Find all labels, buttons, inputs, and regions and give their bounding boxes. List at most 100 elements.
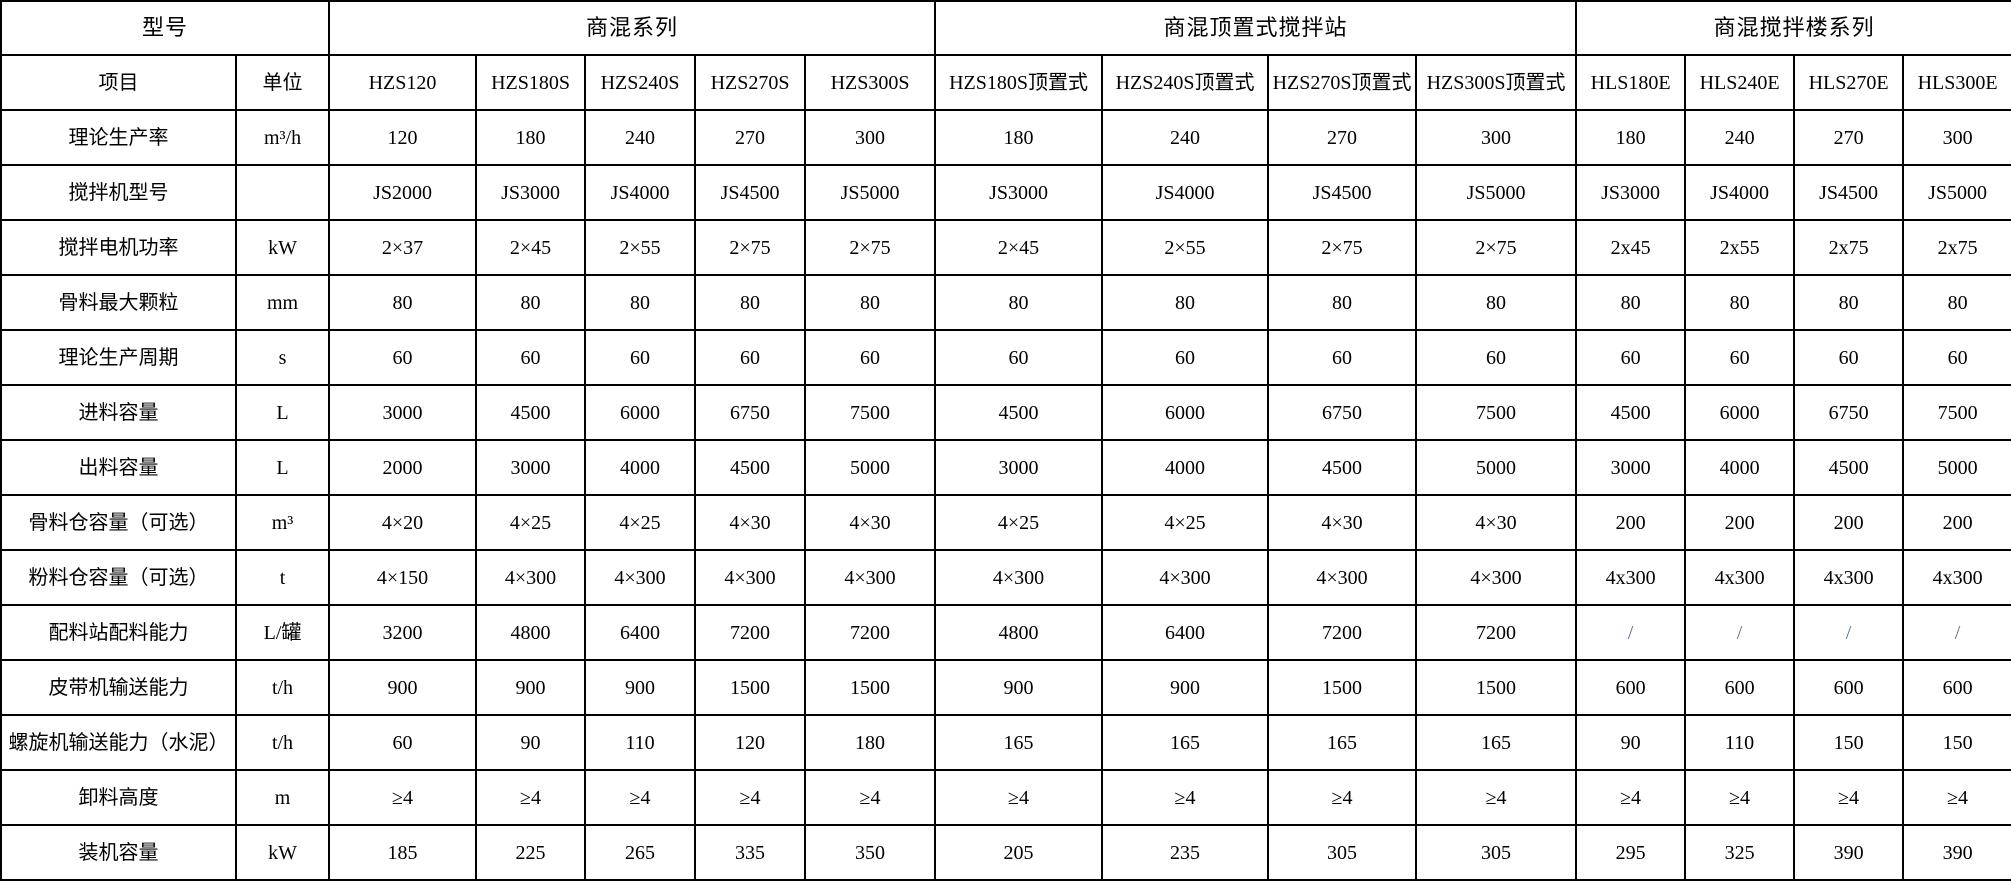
header-row-models: 项目 单位 HZS120 HZS180S HZS240S HZS270S HZS… (0, 54, 2011, 111)
value-cell: 7200 (804, 604, 937, 661)
value-cell: 200 (1793, 494, 1905, 551)
row-unit-label: t (234, 549, 331, 606)
row-item-label: 骨料最大颗粒 (0, 274, 237, 331)
value-cell: ≥4 (1902, 769, 2011, 826)
model-header-hls240e: HLS240E (1684, 54, 1796, 111)
value-cell: 2x45 (1575, 219, 1687, 276)
value-cell: JS5000 (1415, 164, 1578, 221)
value-cell: 4500 (475, 384, 587, 441)
value-cell: 600 (1793, 659, 1905, 716)
value-cell: 110 (1684, 714, 1796, 771)
model-header-hzs180s-top: HZS180S顶置式 (934, 54, 1104, 111)
value-cell: 1500 (804, 659, 937, 716)
value-cell: 4500 (1575, 384, 1687, 441)
value-cell: 4x300 (1575, 549, 1687, 606)
row-unit-label: kW (234, 824, 331, 881)
value-cell: 305 (1267, 824, 1418, 881)
value-cell: 2x75 (1902, 219, 2011, 276)
row-item-label: 皮带机输送能力 (0, 659, 237, 716)
value-cell: 180 (934, 109, 1104, 166)
value-cell: 60 (804, 329, 937, 386)
row-unit-label: L (234, 384, 331, 441)
value-cell: ≥4 (1684, 769, 1796, 826)
row-item-label: 理论生产率 (0, 109, 237, 166)
value-cell: 4×150 (328, 549, 478, 606)
value-cell: 2×45 (934, 219, 1104, 276)
value-cell: 3200 (328, 604, 478, 661)
row-item-label: 配料站配料能力 (0, 604, 237, 661)
value-cell: ≥4 (694, 769, 807, 826)
value-cell: 90 (475, 714, 587, 771)
unit-header-cell: 单位 (234, 54, 331, 111)
row-unit-label: L (234, 439, 331, 496)
item-header-cell: 项目 (0, 54, 237, 111)
value-cell: ≥4 (475, 769, 587, 826)
model-header-hzs240s-top: HZS240S顶置式 (1101, 54, 1270, 111)
group-header-mixing-tower-series: 商混搅拌楼系列 (1575, 0, 2011, 56)
value-cell: 4×300 (1267, 549, 1418, 606)
value-cell: 2×55 (1101, 219, 1270, 276)
value-cell: 4×300 (694, 549, 807, 606)
value-cell: ≥4 (1793, 769, 1905, 826)
value-cell: 60 (694, 329, 807, 386)
value-cell: 325 (1684, 824, 1796, 881)
value-cell: 300 (1415, 109, 1578, 166)
value-cell: 5000 (1415, 439, 1578, 496)
row-unit-label: m (234, 769, 331, 826)
value-cell: 3000 (934, 439, 1104, 496)
value-cell: 235 (1101, 824, 1270, 881)
value-cell: 300 (804, 109, 937, 166)
value-cell: JS3000 (475, 164, 587, 221)
value-cell: 5000 (804, 439, 937, 496)
value-cell: 6400 (1101, 604, 1270, 661)
value-cell: 120 (694, 714, 807, 771)
value-cell: 4×25 (934, 494, 1104, 551)
model-header-hzs180s: HZS180S (475, 54, 587, 111)
value-cell: 165 (1101, 714, 1270, 771)
spec-table-body: 理论生产率 m³/h 120 180 240 270 300 180 240 270 300 180 2… (0, 109, 2011, 881)
value-cell: 7200 (694, 604, 807, 661)
value-cell: 200 (1575, 494, 1687, 551)
value-cell: 200 (1902, 494, 2011, 551)
value-cell: 4800 (934, 604, 1104, 661)
value-cell: 2×37 (328, 219, 478, 276)
value-cell: JS4500 (1793, 164, 1905, 221)
value-cell: 80 (804, 274, 937, 331)
value-cell: 60 (328, 329, 478, 386)
value-cell: 270 (1267, 109, 1418, 166)
value-cell: 60 (934, 329, 1104, 386)
value-cell: 165 (934, 714, 1104, 771)
value-cell: 2×55 (584, 219, 697, 276)
value-cell: 7500 (804, 384, 937, 441)
row-item-label: 理论生产周期 (0, 329, 237, 386)
value-cell: 4×300 (804, 549, 937, 606)
value-cell: 600 (1684, 659, 1796, 716)
table-row: 卸料高度 m ≥4 ≥4 ≥4 ≥4 ≥4 ≥4 ≥4 ≥4 ≥4 ≥4 ≥4 ≥4 ≥4 (0, 769, 2011, 826)
table-row: 理论生产周期 s 60 60 60 60 60 60 60 60 60 60 60 60 60 (0, 329, 2011, 386)
row-unit-label: mm (234, 274, 331, 331)
value-cell: 180 (475, 109, 587, 166)
row-unit-label: t/h (234, 714, 331, 771)
value-cell: 4×30 (1415, 494, 1578, 551)
value-cell: 4000 (1101, 439, 1270, 496)
table-row: 骨料仓容量（可选） m³ 4×20 4×25 4×25 4×30 4×30 4×25 4×25 4… (0, 494, 2011, 551)
value-cell: 60 (1101, 329, 1270, 386)
value-cell: 165 (1415, 714, 1578, 771)
value-cell: 205 (934, 824, 1104, 881)
value-cell: 390 (1793, 824, 1905, 881)
value-cell: 300 (1902, 109, 2011, 166)
value-cell: ≥4 (1575, 769, 1687, 826)
value-cell: JS5000 (804, 164, 937, 221)
header-row-series: 型号 商混系列 商混顶置式搅拌站 商混搅拌楼系列 (0, 0, 2011, 56)
value-cell: 6000 (1684, 384, 1796, 441)
value-cell: / (1902, 604, 2011, 661)
value-cell: 60 (1267, 329, 1418, 386)
value-cell: 4×25 (1101, 494, 1270, 551)
model-header-hzs240s: HZS240S (584, 54, 697, 111)
value-cell: 60 (584, 329, 697, 386)
value-cell: 900 (475, 659, 587, 716)
value-cell: 6000 (1101, 384, 1270, 441)
value-cell: 4×300 (934, 549, 1104, 606)
value-cell: ≥4 (1267, 769, 1418, 826)
value-cell: / (1575, 604, 1687, 661)
